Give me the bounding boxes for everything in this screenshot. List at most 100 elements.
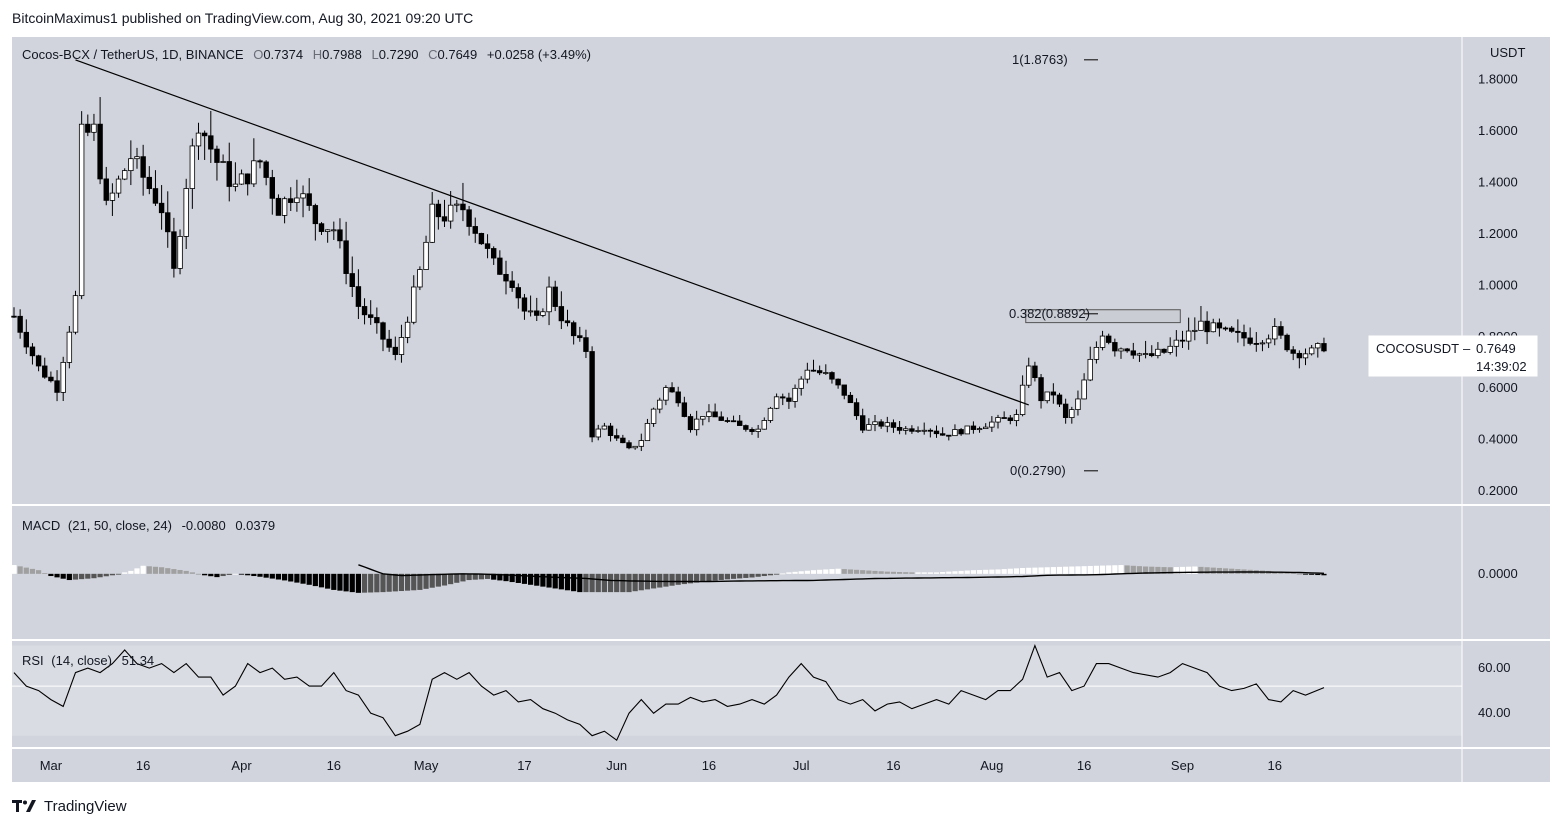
candle-body (730, 420, 737, 423)
macd-histogram-bar (989, 569, 995, 574)
macd-histogram-bar (1309, 573, 1315, 575)
candle-body (1192, 329, 1198, 332)
macd-histogram-bar (534, 573, 540, 586)
candle-body (177, 236, 183, 269)
macd-histogram-bar (1118, 565, 1124, 574)
candle-body (1161, 348, 1167, 353)
candle-body (1013, 414, 1020, 421)
macd-histogram-bar (595, 573, 601, 593)
candle-body (1308, 347, 1315, 355)
macd-histogram-bar (1013, 568, 1020, 574)
candle-body (214, 148, 220, 163)
macd-legend-value-2: 0.0379 (235, 518, 275, 533)
price-tag: COCOSUSDT – 0.7649 14:39:02 (1368, 335, 1538, 377)
candle-body (392, 346, 398, 355)
candle-body (1118, 348, 1124, 352)
macd-histogram-bar (23, 567, 29, 574)
macd-histogram-bar (195, 573, 202, 575)
macd-histogram-bar (940, 572, 946, 574)
macd-histogram-bar (952, 571, 958, 574)
macd-histogram-bar (964, 570, 970, 574)
candle-body (1081, 379, 1087, 400)
legend-open-value: 0.7374 (263, 47, 303, 62)
candle-body (1167, 345, 1173, 353)
candle-body (515, 287, 521, 299)
macd-histogram-bar (484, 573, 491, 579)
macd-histogram-bar (1143, 566, 1149, 574)
price-legend: Cocos-BCX / TetherUS, 1D, BINANCE O0.737… (22, 47, 591, 62)
candle-body (964, 425, 970, 435)
candle-body (263, 161, 269, 178)
candle-body (460, 203, 466, 211)
candle-body (595, 428, 601, 438)
macd-histogram-bar (737, 573, 743, 579)
macd-histogram-bar (1075, 566, 1081, 574)
macd-histogram-bar (669, 573, 675, 586)
rsi-legend-params: (14, close) (51, 653, 112, 668)
candle-body (718, 416, 724, 421)
macd-histogram-bar (946, 571, 952, 574)
candle-body (1155, 348, 1161, 357)
candle-body (743, 425, 749, 430)
candle-body (767, 407, 774, 421)
macd-histogram-bar (724, 573, 730, 580)
candle-body (798, 378, 804, 389)
macd-histogram-bar (1204, 567, 1210, 574)
macd-histogram-bar (712, 573, 718, 581)
candle-body (792, 387, 798, 402)
macd-histogram-bar (749, 573, 755, 578)
candle-body (152, 188, 159, 204)
candle-body (361, 306, 368, 316)
candle-body (1062, 403, 1069, 418)
candle-body (97, 123, 103, 180)
macd-histogram-bar (1050, 567, 1056, 574)
time-axis-tick: Aug (980, 758, 1003, 773)
rsi-band (12, 645, 1462, 736)
candle-body (201, 132, 208, 137)
candle-body (1265, 338, 1272, 344)
macd-histogram-bar (1130, 565, 1136, 574)
candle-body (841, 384, 847, 396)
candle-body (607, 425, 614, 436)
macd-histogram-bar (54, 573, 60, 578)
macd-histogram-bar (392, 573, 398, 592)
candle-body (128, 158, 134, 172)
time-axis-tick: 16 (702, 758, 716, 773)
candle-body (146, 176, 152, 189)
macd-histogram-bar (1290, 573, 1296, 574)
macd-histogram-bar (755, 573, 761, 577)
candle-body (78, 123, 85, 297)
macd-histogram-bar (1136, 566, 1143, 574)
macd-histogram-bar (577, 573, 583, 593)
macd-histogram-bar (48, 573, 54, 577)
candle-body (601, 425, 608, 430)
macd-histogram-bar (1124, 565, 1130, 574)
time-axis-tick: 16 (136, 758, 150, 773)
currency-label: USDT (1490, 45, 1525, 60)
candle-body (823, 372, 829, 374)
price-axis-tick: 1.8000 (1478, 71, 1518, 86)
candle-body (1124, 348, 1130, 352)
candle-body (251, 160, 257, 185)
candle-body (85, 123, 91, 133)
candle-body (884, 422, 890, 427)
macd-histogram-bar (177, 569, 183, 574)
candle-body (103, 178, 109, 201)
macd-histogram-bar (786, 572, 792, 574)
candle-body (1302, 353, 1309, 359)
candle-body (995, 417, 1001, 423)
candle-body (773, 396, 780, 409)
macd-histogram-bar (823, 569, 829, 574)
macd-histogram-bar (804, 570, 810, 574)
candle-body (860, 415, 866, 431)
macd-histogram-bar (1173, 567, 1179, 574)
candle-body (275, 197, 282, 216)
macd-histogram-bar (472, 573, 478, 580)
macd-histogram-bar (312, 573, 318, 587)
candle-body (140, 156, 146, 178)
macd-histogram-bar (429, 573, 435, 588)
footer-brand: TradingView (44, 797, 127, 815)
candle-body (1106, 335, 1112, 343)
macd-histogram-bar (632, 573, 638, 592)
